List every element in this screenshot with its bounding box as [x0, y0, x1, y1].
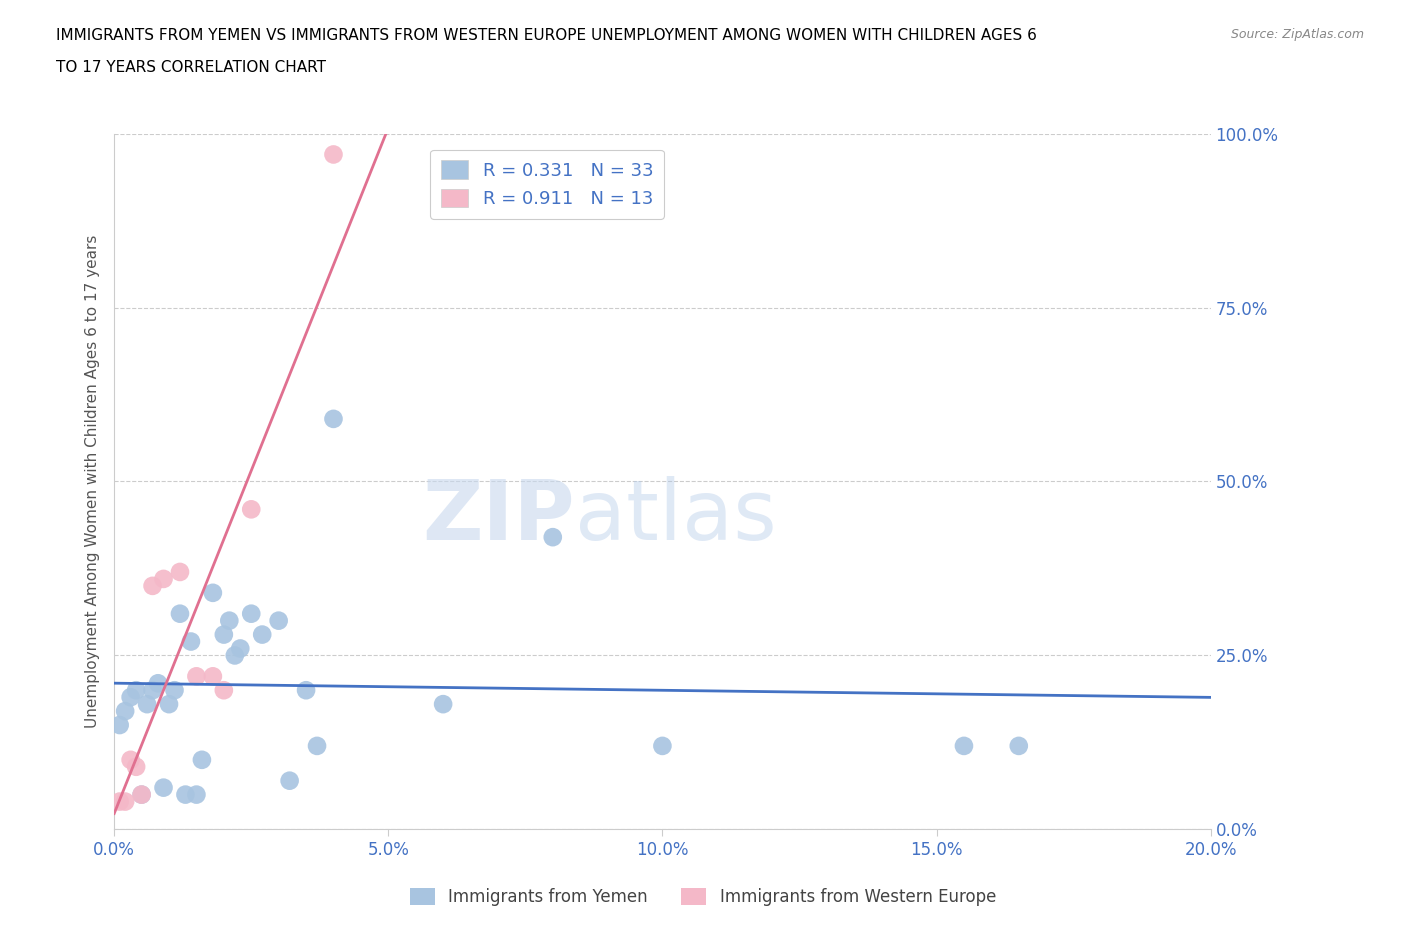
- Point: [1008, 738, 1031, 753]
- Point: [322, 411, 344, 426]
- Point: [108, 794, 131, 809]
- Point: [191, 752, 214, 767]
- Legend: Immigrants from Yemen, Immigrants from Western Europe: Immigrants from Yemen, Immigrants from W…: [404, 881, 1002, 912]
- Text: IMMIGRANTS FROM YEMEN VS IMMIGRANTS FROM WESTERN EUROPE UNEMPLOYMENT AMONG WOMEN: IMMIGRANTS FROM YEMEN VS IMMIGRANTS FROM…: [56, 28, 1038, 43]
- Point: [142, 683, 165, 698]
- Point: [201, 585, 224, 600]
- Text: TO 17 YEARS CORRELATION CHART: TO 17 YEARS CORRELATION CHART: [56, 60, 326, 75]
- Point: [157, 697, 180, 711]
- Point: [152, 780, 174, 795]
- Point: [146, 676, 169, 691]
- Point: [432, 697, 454, 711]
- Point: [125, 759, 148, 774]
- Point: [131, 787, 153, 802]
- Point: [174, 787, 197, 802]
- Point: [267, 613, 290, 628]
- Point: [305, 738, 328, 753]
- Point: [136, 697, 159, 711]
- Point: [125, 683, 148, 698]
- Point: [142, 578, 165, 593]
- Point: [240, 606, 263, 621]
- Y-axis label: Unemployment Among Women with Children Ages 6 to 17 years: Unemployment Among Women with Children A…: [86, 234, 100, 728]
- Point: [186, 669, 208, 684]
- Text: ZIP: ZIP: [422, 476, 575, 557]
- Point: [180, 634, 202, 649]
- Point: [224, 648, 246, 663]
- Point: [108, 718, 131, 733]
- Point: [169, 606, 191, 621]
- Point: [120, 752, 142, 767]
- Point: [953, 738, 976, 753]
- Point: [541, 530, 564, 545]
- Text: atlas: atlas: [575, 476, 776, 557]
- Point: [322, 147, 344, 162]
- Point: [114, 794, 136, 809]
- Point: [229, 641, 252, 656]
- Point: [163, 683, 186, 698]
- Point: [201, 669, 224, 684]
- Point: [186, 787, 208, 802]
- Point: [295, 683, 318, 698]
- Point: [218, 613, 240, 628]
- Point: [212, 683, 235, 698]
- Point: [240, 502, 263, 517]
- Point: [169, 565, 191, 579]
- Text: Source: ZipAtlas.com: Source: ZipAtlas.com: [1230, 28, 1364, 41]
- Legend: R = 0.331   N = 33, R = 0.911   N = 13: R = 0.331 N = 33, R = 0.911 N = 13: [430, 150, 664, 219]
- Point: [120, 690, 142, 705]
- Point: [250, 627, 273, 642]
- Point: [212, 627, 235, 642]
- Point: [114, 704, 136, 719]
- Point: [152, 571, 174, 586]
- Point: [131, 787, 153, 802]
- Point: [278, 773, 301, 788]
- Point: [651, 738, 673, 753]
